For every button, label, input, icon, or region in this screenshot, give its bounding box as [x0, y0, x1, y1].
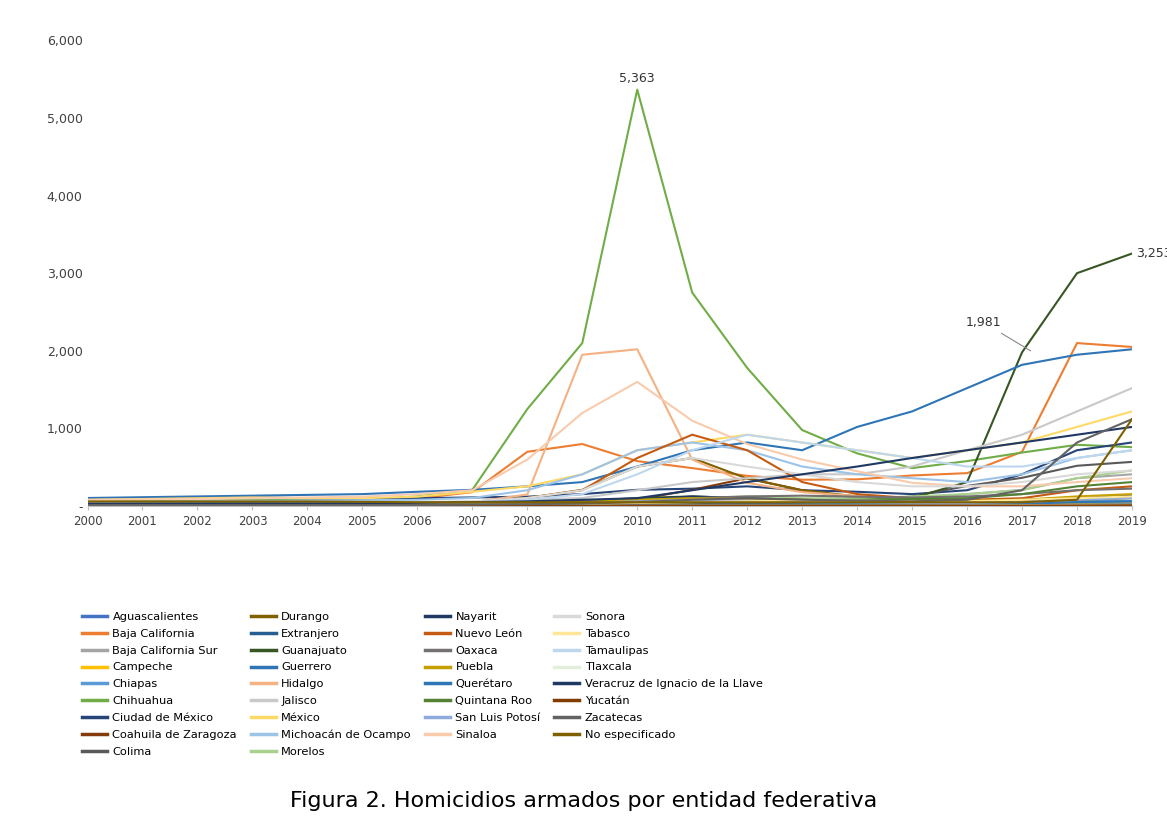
Text: 1,981: 1,981	[966, 316, 1030, 351]
Text: 5,363: 5,363	[620, 72, 655, 86]
Text: 3,253: 3,253	[1137, 247, 1167, 260]
Legend: Aguascalientes, Baja California, Baja California Sur, Campeche, Chiapas, Chihuah: Aguascalientes, Baja California, Baja Ca…	[82, 612, 763, 757]
Text: Figura 2. Homicidios armados por entidad federativa: Figura 2. Homicidios armados por entidad…	[289, 791, 878, 811]
